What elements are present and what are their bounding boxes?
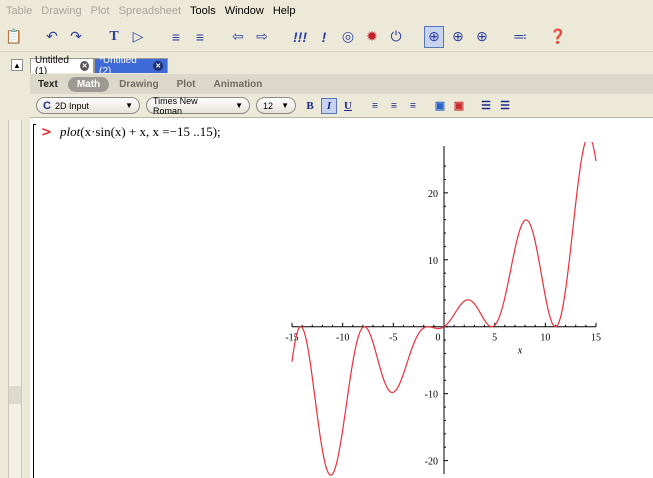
- chevron-down-icon: ▼: [281, 101, 289, 110]
- bold-button[interactable]: B: [306, 99, 314, 112]
- text-color-icon[interactable]: ▣: [434, 100, 446, 112]
- vertical-scrollbar[interactable]: [8, 120, 22, 478]
- highlight-color-icon[interactable]: ▣: [453, 100, 465, 112]
- restart-icon[interactable]: ⏻: [390, 28, 402, 44]
- toolbar-separator: [534, 26, 544, 48]
- tab-label: Untitled (1): [35, 55, 69, 77]
- underline-button[interactable]: U: [344, 99, 352, 112]
- collapse-arrow-icon[interactable]: ▲: [11, 59, 23, 71]
- execute-icon[interactable]: !: [321, 28, 327, 45]
- font-select[interactable]: Times New Roman ▼: [146, 95, 250, 116]
- math-prompt-icon[interactable]: ▷: [132, 28, 144, 44]
- menu-spreadsheet[interactable]: Spreadsheet: [118, 5, 182, 17]
- scrollbar-thumb[interactable]: [9, 386, 21, 404]
- toolbar-separator: [152, 26, 162, 48]
- x-tick-label: 0: [436, 333, 441, 344]
- align-right-icon[interactable]: ≡: [409, 99, 417, 112]
- font-value: Times New Roman: [153, 95, 198, 116]
- format-toolbar: C 2D Input ▼ Times New Roman ▼ 12 ▼ B I U…: [30, 94, 653, 118]
- italic-button[interactable]: I: [321, 97, 337, 114]
- input-mode-select[interactable]: C 2D Input ▼: [36, 97, 140, 114]
- x-tick-label: 10: [540, 333, 550, 344]
- command-function: plot: [60, 124, 81, 139]
- tab-drawing[interactable]: Drawing: [119, 78, 159, 90]
- series-line-curve: [291, 142, 597, 476]
- menu-tools[interactable]: Tools: [190, 5, 216, 17]
- menu-help[interactable]: Help: [272, 5, 296, 17]
- x-axis-label: x: [517, 346, 523, 357]
- toolbar-separator: [276, 26, 286, 48]
- outdent-icon[interactable]: ≡: [195, 28, 205, 45]
- x-tick-label: 5: [492, 333, 497, 344]
- menu-drawing[interactable]: Drawing: [41, 5, 82, 17]
- menu-window[interactable]: Window: [224, 5, 264, 17]
- x-tick-label: -5: [389, 333, 397, 344]
- paste-icon[interactable]: 📋: [5, 28, 23, 44]
- bullet-list-icon[interactable]: ☰: [481, 100, 491, 112]
- close-icon[interactable]: ✕: [80, 61, 89, 71]
- tab-text[interactable]: Text: [38, 78, 58, 90]
- execution-group-bracket: [33, 124, 36, 478]
- x-tick-label: 15: [591, 333, 601, 344]
- axis-ticks: -15 -10 -5 0 5 10 15 20 10 -10 -20: [285, 165, 601, 468]
- y-tick-label: -20: [425, 457, 438, 468]
- worksheet-area[interactable]: > plot(x·sin(x) + x, x =−15 ..15); -15 -1…: [30, 118, 653, 478]
- input-prompt: >: [41, 125, 52, 140]
- undo-icon[interactable]: ↶: [46, 28, 58, 44]
- align-center-icon[interactable]: ≡: [390, 99, 398, 112]
- y-tick-label: 20: [428, 189, 438, 200]
- align-left-icon[interactable]: ≡: [371, 99, 379, 112]
- forward-icon[interactable]: ⇨: [256, 28, 268, 44]
- stop-icon[interactable]: ◎: [341, 28, 355, 44]
- redo-icon[interactable]: ↷: [70, 28, 82, 44]
- back-icon[interactable]: ⇦: [232, 28, 244, 44]
- tab-untitled-2[interactable]: *Untitled (2) ✕: [94, 55, 168, 77]
- toolbar-separator: [90, 26, 100, 48]
- command-arguments: (x·sin(x) + x, x =−15 ..15);: [80, 124, 221, 139]
- x-tick-label: -10: [336, 333, 349, 344]
- help-icon[interactable]: ❓: [549, 28, 567, 44]
- menu-table[interactable]: Table: [6, 5, 33, 17]
- chevron-down-icon: ▼: [235, 101, 243, 110]
- tab-animation[interactable]: Animation: [213, 78, 263, 90]
- y-tick-label: 10: [428, 256, 438, 267]
- toolbar-separator: [214, 26, 224, 48]
- zoom-100-icon[interactable]: ⊕: [424, 25, 444, 48]
- font-size-value: 12: [263, 100, 274, 111]
- context-tab-bar: Text Math Drawing Plot Animation: [30, 74, 653, 94]
- main-toolbar: 📋 ↶ ↷ T ▷ ≡ ≡ ⇦ ⇨ !!! ! ◎ ✹ ⏻ ⊕ ⊕ ⊕ ≕ ❓: [0, 22, 653, 52]
- zoom-200-icon[interactable]: ⊕: [476, 28, 488, 44]
- math-input-icon: C: [43, 99, 51, 112]
- input-mode-value: 2D Input: [54, 100, 89, 111]
- indent-icon[interactable]: ≡: [171, 28, 181, 45]
- toolbar-separator: [28, 26, 38, 48]
- toolbar-separator: [496, 26, 506, 48]
- tab-math[interactable]: Math: [67, 76, 110, 92]
- tab-plot[interactable]: Plot: [176, 78, 196, 90]
- zoom-150-icon[interactable]: ⊕: [452, 28, 464, 44]
- x-tick-label: -15: [285, 333, 298, 344]
- debug-icon[interactable]: ✹: [366, 28, 378, 44]
- close-icon[interactable]: ✕: [153, 61, 163, 71]
- font-size-select[interactable]: 12 ▼: [256, 97, 296, 114]
- menu-plot[interactable]: Plot: [90, 5, 110, 17]
- menu-bar: Table Drawing Plot Spreadsheet Tools Window He…: [0, 0, 653, 22]
- show-hide-icon[interactable]: ≕: [513, 28, 527, 44]
- y-tick-label: -10: [425, 390, 438, 401]
- tab-label: *Untitled (2): [99, 55, 137, 77]
- tab-untitled-1[interactable]: Untitled (1) ✕: [30, 55, 94, 77]
- math-input[interactable]: plot(x·sin(x) + x, x =−15 ..15);: [60, 124, 221, 140]
- numbered-list-icon[interactable]: ☰: [500, 100, 510, 112]
- toolbar-separator: [410, 26, 420, 48]
- execute-all-icon[interactable]: !!!: [293, 28, 307, 45]
- text-mode-icon[interactable]: T: [109, 28, 119, 44]
- chevron-down-icon: ▼: [125, 101, 133, 110]
- plot-output[interactable]: -15 -10 -5 0 5 10 15 20 10 -10 -20 x: [284, 142, 604, 478]
